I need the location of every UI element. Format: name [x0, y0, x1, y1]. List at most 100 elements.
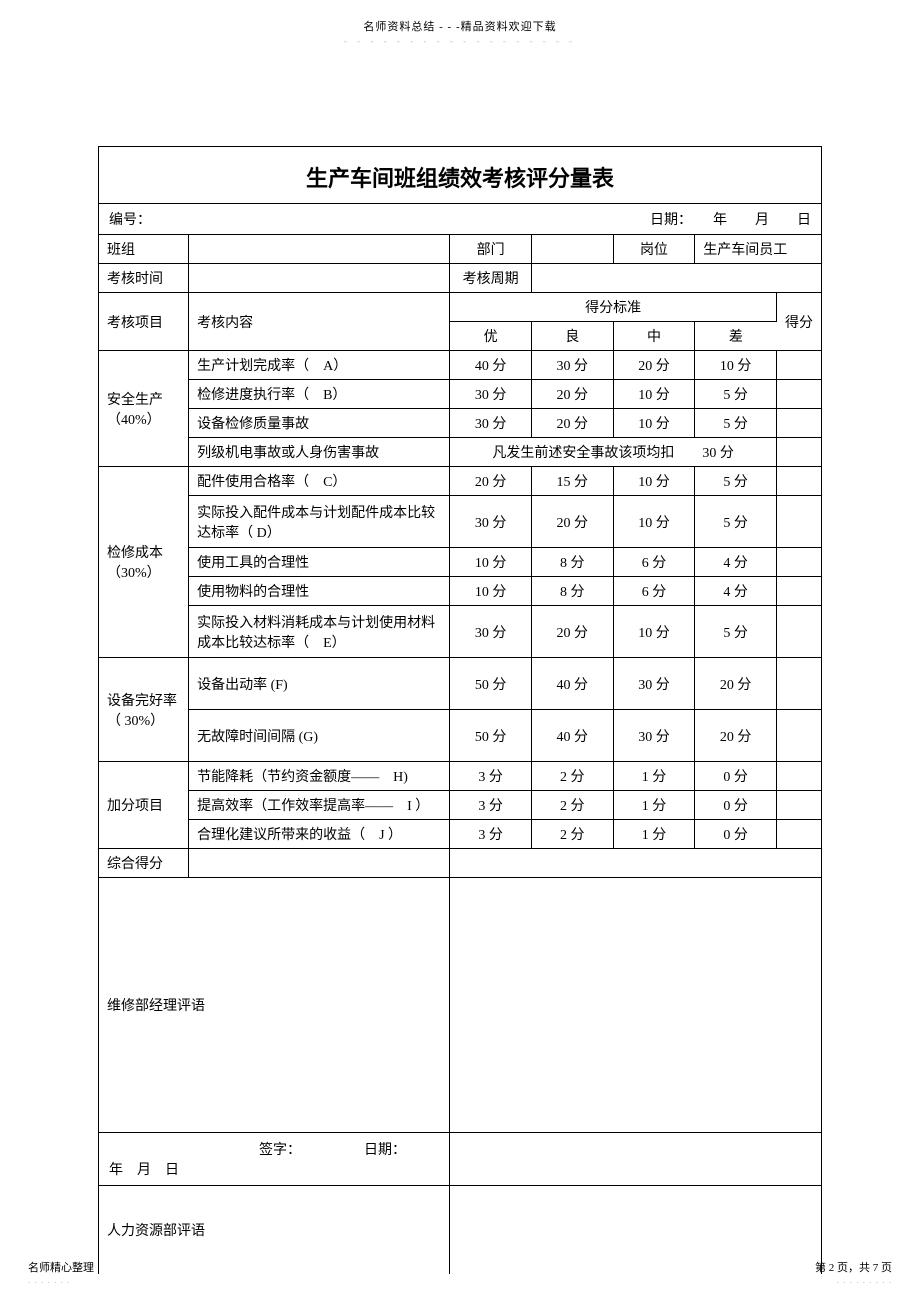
- sign-text: 签字： 日期： 年 月 日: [109, 1143, 441, 1178]
- cell-score: 10 分: [613, 380, 695, 409]
- position-label: 岗位: [613, 235, 695, 264]
- table-row: 提高效率（工作效率提高率—— I ） 3 分 2 分 1 分 0 分: [99, 791, 821, 820]
- sign-cell-left: 签字： 日期： 年 月 日: [99, 1133, 450, 1186]
- cell-content: 生产计划完成率（ A）: [189, 351, 450, 380]
- hdr-poor: 差: [695, 322, 777, 351]
- cell-score: 10 分: [613, 467, 695, 496]
- cell-score: 5 分: [695, 380, 777, 409]
- cell-score: 30 分: [450, 606, 532, 658]
- cell-score: 20 分: [531, 606, 613, 658]
- table-row: 检修进度执行率（ B） 30 分 20 分 10 分 5 分: [99, 380, 821, 409]
- cell-score: 20 分: [695, 658, 777, 710]
- cell-score: 20 分: [531, 409, 613, 438]
- cell-score: 50 分: [450, 710, 532, 762]
- cell-score: 5 分: [695, 496, 777, 548]
- cell-content: 节能降耗（节约资金额度—— H): [189, 762, 450, 791]
- table-row: 设备检修质量事故 30 分 20 分 10 分 5 分: [99, 409, 821, 438]
- sign-cell-right: [450, 1133, 821, 1186]
- time-value: [189, 264, 450, 293]
- cell-score: 40 分: [531, 710, 613, 762]
- info-row-1: 班组 部门 岗位 生产车间员工: [99, 235, 821, 264]
- table-row: 合理化建议所带来的收益（ J ） 3 分 2 分 1 分 0 分: [99, 820, 821, 849]
- cell-content: 无故障时间间隔 (G): [189, 710, 450, 762]
- cell-merged: 凡发生前述安全事故该项均扣 30 分: [450, 438, 777, 467]
- cell-score: 1 分: [613, 820, 695, 849]
- cell-final: [776, 577, 821, 606]
- cell-final: [776, 762, 821, 791]
- total-blank: [450, 849, 821, 878]
- cell-score: 5 分: [695, 606, 777, 658]
- cell-score: 10 分: [695, 351, 777, 380]
- cell-score: 50 分: [450, 658, 532, 710]
- table-row: 加分项目 节能降耗（节约资金额度—— H) 3 分 2 分 1 分 0 分: [99, 762, 821, 791]
- cell-score: 0 分: [695, 762, 777, 791]
- hdr-medium: 中: [613, 322, 695, 351]
- cycle-label: 考核周期: [450, 264, 532, 293]
- cell-score: 40 分: [531, 658, 613, 710]
- table-row: 检修成本（30%） 配件使用合格率（ C） 20 分 15 分 10 分 5 分: [99, 467, 821, 496]
- cell-score: 30 分: [450, 380, 532, 409]
- header-row-1: 考核项目 考核内容 得分标准 得分: [99, 293, 821, 322]
- table-row: 设备完好率（ 30%） 设备出动率 (F) 50 分 40 分 30 分 20 …: [99, 658, 821, 710]
- page-footer: 名师精心整理 . . . . . . . 第 2 页，共 7 页 . . . .…: [0, 1259, 920, 1285]
- cell-score: 10 分: [613, 496, 695, 548]
- cell-final: [776, 496, 821, 548]
- hdr-excellent: 优: [450, 322, 532, 351]
- number-label: 编号：: [109, 209, 151, 229]
- cell-score: 10 分: [613, 606, 695, 658]
- cell-final: [776, 380, 821, 409]
- cell-final: [776, 409, 821, 438]
- meta-row: 编号： 日期： 年 月 日: [99, 204, 821, 235]
- table-row: 实际投入材料消耗成本与计划使用材料成本比较达标率（ E） 30 分 20 分 1…: [99, 606, 821, 658]
- table-row: 无故障时间间隔 (G) 50 分 40 分 30 分 20 分: [99, 710, 821, 762]
- table-row: 安全生产（40%） 生产计划完成率（ A） 40 分 30 分 20 分 10 …: [99, 351, 821, 380]
- cell-final: [776, 820, 821, 849]
- cell-score: 30 分: [450, 496, 532, 548]
- hdr-score: 得分: [776, 293, 821, 351]
- cell-score: 2 分: [531, 762, 613, 791]
- footer-left: 名师精心整理 . . . . . . .: [28, 1259, 94, 1285]
- hdr-good: 良: [531, 322, 613, 351]
- position-value: 生产车间员工: [695, 235, 821, 264]
- form-container: 生产车间班组绩效考核评分量表 编号： 日期： 年 月 日 班组 部门 岗位 生产…: [98, 146, 822, 1274]
- cell-score: 10 分: [613, 409, 695, 438]
- cell-score: 15 分: [531, 467, 613, 496]
- cell-score: 0 分: [695, 791, 777, 820]
- cell-final: [776, 658, 821, 710]
- total-row: 综合得分: [99, 849, 821, 878]
- cell-score: 40 分: [450, 351, 532, 380]
- dept-value: [531, 235, 613, 264]
- cell-score: 30 分: [531, 351, 613, 380]
- cell-score: 0 分: [695, 820, 777, 849]
- cell-final: [776, 710, 821, 762]
- cell-content: 使用物料的合理性: [189, 577, 450, 606]
- info-row-2: 考核时间 考核周期: [99, 264, 821, 293]
- cell-score: 6 分: [613, 548, 695, 577]
- hdr-project: 考核项目: [99, 293, 189, 351]
- cell-score: 3 分: [450, 820, 532, 849]
- cat1-name: 安全生产（40%）: [99, 351, 189, 467]
- header-dots: - - - - - - - - - - - - - - - - - -: [0, 36, 920, 46]
- time-label: 考核时间: [99, 264, 189, 293]
- footer-right: 第 2 页，共 7 页 . . . . . . . . .: [815, 1259, 892, 1285]
- maintenance-label: 维修部经理评语: [99, 878, 450, 1133]
- cell-final: [776, 467, 821, 496]
- cell-score: 4 分: [695, 577, 777, 606]
- cell-score: 10 分: [450, 577, 532, 606]
- table-row: 实际投入配件成本与计划配件成本比较达标率（ D） 30 分 20 分 10 分 …: [99, 496, 821, 548]
- sign-row: 签字： 日期： 年 月 日: [99, 1133, 821, 1186]
- cell-score: 6 分: [613, 577, 695, 606]
- table-row: 使用工具的合理性 10 分 8 分 6 分 4 分: [99, 548, 821, 577]
- table-row: 使用物料的合理性 10 分 8 分 6 分 4 分: [99, 577, 821, 606]
- cell-score: 1 分: [613, 791, 695, 820]
- hdr-content: 考核内容: [189, 293, 450, 351]
- cell-content: 设备出动率 (F): [189, 658, 450, 710]
- cell-score: 8 分: [531, 577, 613, 606]
- team-value: [189, 235, 450, 264]
- cell-score: 4 分: [695, 548, 777, 577]
- cell-content: 设备检修质量事故: [189, 409, 450, 438]
- cell-final: [776, 548, 821, 577]
- cell-content: 列级机电事故或人身伤害事故: [189, 438, 450, 467]
- team-label: 班组: [99, 235, 189, 264]
- cat2-name: 检修成本（30%）: [99, 467, 189, 658]
